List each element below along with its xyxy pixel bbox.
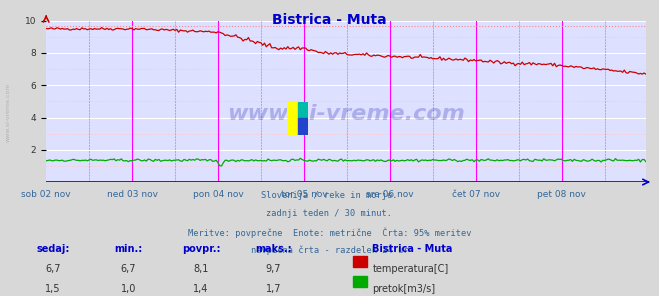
Text: 6,7: 6,7 [121, 264, 136, 274]
Text: Bistrica - Muta: Bistrica - Muta [272, 13, 387, 27]
Text: 1,4: 1,4 [193, 284, 209, 294]
Bar [353, 256, 367, 267]
Text: 1,7: 1,7 [266, 284, 281, 294]
Text: Meritve: povprečne  Enote: metrične  Črta: 95% meritev: Meritve: povprečne Enote: metrične Črta:… [188, 228, 471, 238]
Text: 1,0: 1,0 [121, 284, 136, 294]
Bar [298, 102, 308, 118]
Text: Slovenija / reke in morje.: Slovenija / reke in morje. [261, 191, 398, 200]
Text: 9,7: 9,7 [266, 264, 281, 274]
Text: temperatura[C]: temperatura[C] [372, 264, 449, 274]
Text: www.si-vreme.com: www.si-vreme.com [227, 104, 465, 124]
Text: Bistrica - Muta: Bistrica - Muta [372, 244, 453, 254]
Text: 6,7: 6,7 [45, 264, 61, 274]
Text: pretok[m3/s]: pretok[m3/s] [372, 284, 436, 294]
Text: 8,1: 8,1 [193, 264, 209, 274]
Text: sedaj:: sedaj: [36, 244, 69, 254]
Text: min.:: min.: [115, 244, 142, 254]
Text: zadnji teden / 30 minut.: zadnji teden / 30 minut. [266, 209, 393, 218]
Text: maks.:: maks.: [255, 244, 292, 254]
Text: povpr.:: povpr.: [182, 244, 220, 254]
Text: navpična črta - razdelek 24 ur: navpična črta - razdelek 24 ur [251, 246, 408, 255]
Bar [353, 276, 367, 287]
Text: www.si-vreme.com: www.si-vreme.com [5, 83, 11, 142]
Bar [298, 118, 308, 135]
Text: 1,5: 1,5 [45, 284, 61, 294]
Bar [287, 102, 298, 135]
